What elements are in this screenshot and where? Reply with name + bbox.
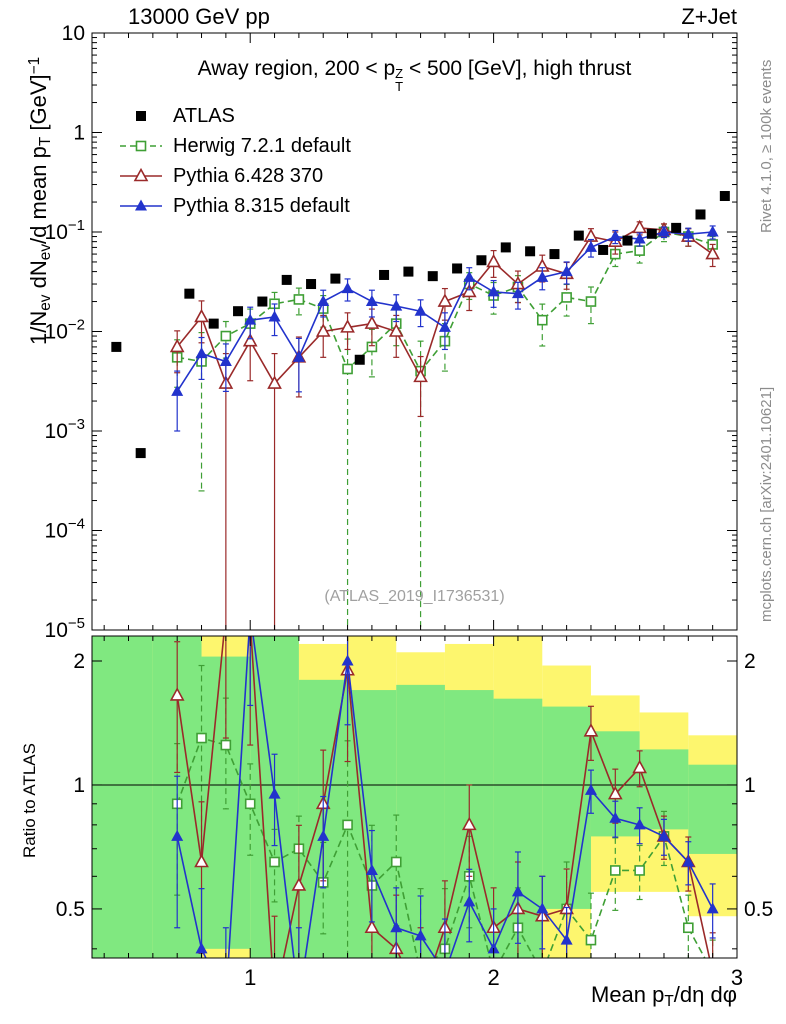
x-tick-label: 2 bbox=[487, 965, 499, 990]
mcplots-credit: mcplots.cern.ch [arXiv:2401.10621] bbox=[758, 386, 775, 622]
ratio-tick-label-right: 0.5 bbox=[744, 898, 773, 921]
legend-marker-pythia6 bbox=[120, 167, 162, 182]
legend-label: ATLAS bbox=[173, 104, 235, 127]
series-atlas-main bbox=[111, 191, 730, 459]
ratio-uncertainty-bands bbox=[92, 636, 737, 958]
legend-marker-pythia8 bbox=[120, 199, 162, 211]
rivet-version-credit: Rivet 4.1.0, ≥ 100k events bbox=[758, 59, 775, 233]
y-tick-label: 10−3 bbox=[45, 416, 85, 443]
legend-item-herwig: Herwig 7.2.1 default bbox=[118, 131, 351, 161]
y-tick-label: 10 bbox=[62, 22, 85, 45]
legend-marker-atlas bbox=[136, 111, 146, 121]
y-tick-label: 1 bbox=[73, 122, 85, 145]
x-tick-label: 3 bbox=[731, 965, 743, 990]
series-pythia6-main bbox=[169, 219, 721, 630]
ratio-tick-label-right: 2 bbox=[744, 650, 756, 673]
legend-label: Herwig 7.2.1 default bbox=[173, 134, 351, 157]
axes: 1 2 3 10 1 10−1 10−2 10−3 10−4 10−5 0.5 0.5 1 1 2 2 bbox=[45, 22, 774, 990]
ratio-tick-label-right: 1 bbox=[744, 774, 756, 797]
legend: ATLAS Herwig 7.2.1 default Pythia 6.428 37… bbox=[118, 101, 351, 221]
y-tick-label: 10−1 bbox=[45, 217, 85, 244]
legend-item-pythia6: Pythia 6.428 370 bbox=[118, 161, 351, 191]
legend-label: Pythia 6.428 370 bbox=[173, 164, 324, 187]
analysis-id-watermark: (ATLAS_2019_I1736531) bbox=[324, 588, 505, 605]
y-tick-label: 10−4 bbox=[45, 516, 85, 543]
y-axis-label: 1/Nev dNev/d mean pT [GeV]−1 bbox=[26, 56, 54, 345]
series-pythia8-ratio bbox=[171, 636, 719, 958]
legend-marker-herwig bbox=[120, 140, 162, 152]
legend-item-atlas: ATLAS bbox=[118, 101, 351, 131]
x-tick-label: 1 bbox=[244, 965, 256, 990]
legend-label: Pythia 8.315 default bbox=[173, 194, 350, 217]
ratio-axis-label: Ratio to ATLAS bbox=[20, 743, 39, 858]
x-axis-label: Mean pT/dη dφ bbox=[591, 982, 737, 1010]
header-process: Z+Jet bbox=[681, 4, 737, 29]
ratio-tick-label-left: 1 bbox=[73, 774, 85, 797]
ratio-tick-label-left: 2 bbox=[73, 650, 85, 673]
header-beam-energy: 13000 GeV pp bbox=[128, 4, 270, 29]
y-tick-label: 10−2 bbox=[45, 317, 85, 344]
legend-item-pythia8: Pythia 8.315 default bbox=[118, 191, 351, 221]
ratio-tick-label-left: 0.5 bbox=[56, 898, 85, 921]
y-tick-label: 10−5 bbox=[45, 615, 85, 642]
